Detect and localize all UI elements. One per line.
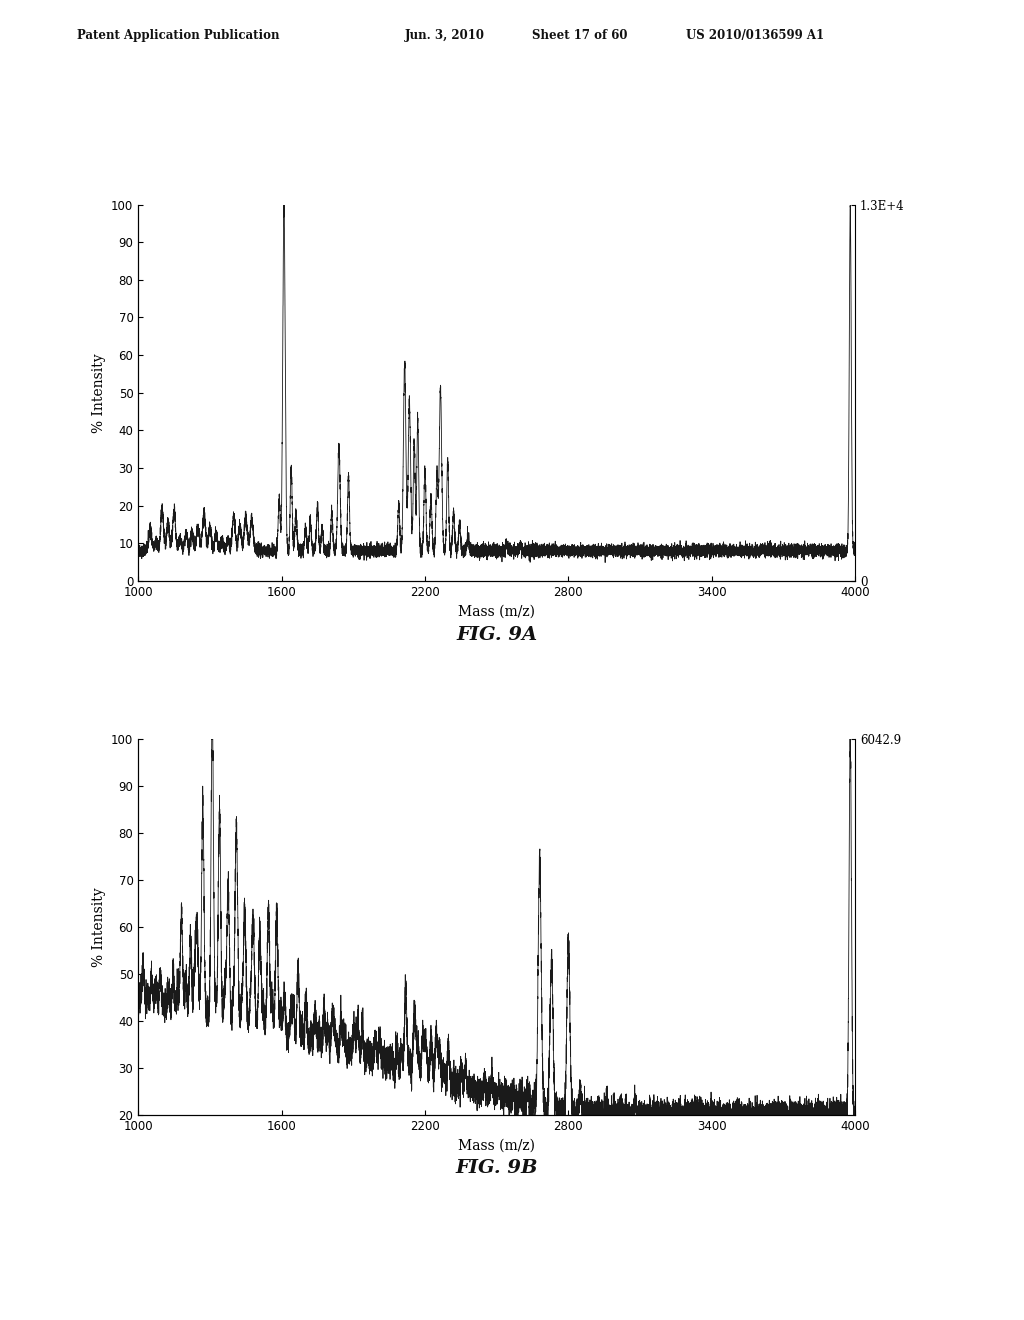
Y-axis label: % Intensity: % Intensity: [91, 352, 105, 433]
X-axis label: Mass (m/z): Mass (m/z): [458, 1139, 536, 1152]
Y-axis label: % Intensity: % Intensity: [91, 887, 105, 968]
Text: Sheet 17 of 60: Sheet 17 of 60: [532, 29, 628, 42]
Text: Patent Application Publication: Patent Application Publication: [77, 29, 280, 42]
Text: FIG. 9B: FIG. 9B: [456, 1159, 538, 1177]
Text: FIG. 9A: FIG. 9A: [456, 626, 538, 644]
Text: US 2010/0136599 A1: US 2010/0136599 A1: [686, 29, 824, 42]
X-axis label: Mass (m/z): Mass (m/z): [458, 605, 536, 618]
Text: Jun. 3, 2010: Jun. 3, 2010: [404, 29, 484, 42]
